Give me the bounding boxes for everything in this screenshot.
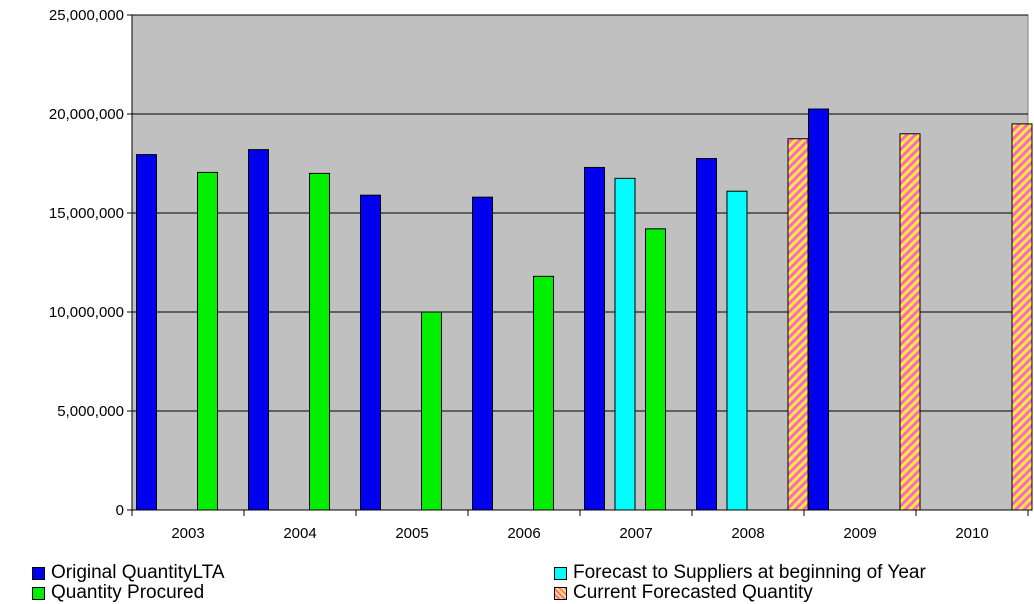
legend-label-procured: Quantity Procured	[51, 582, 205, 603]
plot-area	[131, 14, 1029, 511]
x-tick-label: 2009	[843, 525, 876, 542]
y-tick-label: 5,000,000	[57, 403, 124, 420]
legend-swatch-current	[554, 586, 567, 600]
legend-item-original: Original QuantityLTA	[32, 562, 225, 584]
bar-2010-series-3	[1011, 123, 1033, 511]
x-tick-label: 2008	[731, 525, 764, 542]
bar-2005-series-2	[421, 311, 442, 511]
bar-2009-series-3	[899, 133, 921, 511]
y-tick-label: 25,000,000	[49, 7, 124, 24]
x-tick-label: 2003	[171, 525, 204, 542]
x-tick-labels: 2003 2004 2005 2006 2007 2008 2009 2010	[171, 525, 988, 542]
legend-swatch-forecast	[554, 566, 567, 580]
y-tick-label: 15,000,000	[49, 205, 124, 222]
bars	[136, 108, 1033, 511]
bar-2007-series-0	[584, 166, 605, 511]
bar-2004-series-2	[309, 172, 330, 511]
legend-item-procured: Quantity Procured	[32, 582, 204, 604]
bar-2009-series-0	[808, 108, 829, 511]
bar-2004-series-0	[248, 149, 269, 511]
legend-label-forecast: Forecast to Suppliers at beginning of Ye…	[573, 562, 926, 583]
bar-2008-series-0	[696, 158, 717, 511]
bar-2003-series-2	[197, 171, 218, 511]
x-tick-label: 2004	[283, 525, 316, 542]
x-tick-label: 2006	[507, 525, 540, 542]
legend-label-current: Current Forecasted Quantity	[573, 582, 813, 603]
x-tick-label: 2010	[955, 525, 988, 542]
legend: Original QuantityLTA Forecast to Supplie…	[12, 562, 1030, 604]
y-tick-label: 0	[116, 502, 124, 519]
bar-2007-series-1	[614, 177, 636, 511]
bar-2007-series-2	[645, 228, 666, 511]
legend-label-original: Original QuantityLTA	[51, 562, 225, 583]
gridlines	[127, 14, 1028, 511]
x-tick-label: 2007	[619, 525, 652, 542]
bar-2005-series-0	[360, 194, 381, 511]
legend-swatch-procured	[32, 586, 45, 600]
legend-swatch-original	[32, 566, 45, 580]
y-tick-label: 20,000,000	[49, 106, 124, 123]
bar-2006-series-2	[533, 275, 554, 511]
legend-item-current: Current Forecasted Quantity	[554, 582, 813, 604]
bar-2008-series-1	[726, 190, 748, 511]
bar-2008-series-3	[787, 138, 809, 511]
y-tick-label: 10,000,000	[49, 304, 124, 321]
bar-chart: 0 5,000,000 10,000,000 15,000,000 20,000,000…	[49, 7, 1033, 542]
bar-2006-series-0	[472, 196, 493, 511]
axes	[131, 15, 1029, 516]
y-tick-labels: 0 5,000,000 10,000,000 15,000,000 20,000,000…	[49, 7, 124, 519]
x-tick-label: 2005	[395, 525, 428, 542]
legend-item-forecast: Forecast to Suppliers at beginning of Ye…	[554, 562, 926, 584]
bar-2003-series-0	[136, 154, 157, 511]
